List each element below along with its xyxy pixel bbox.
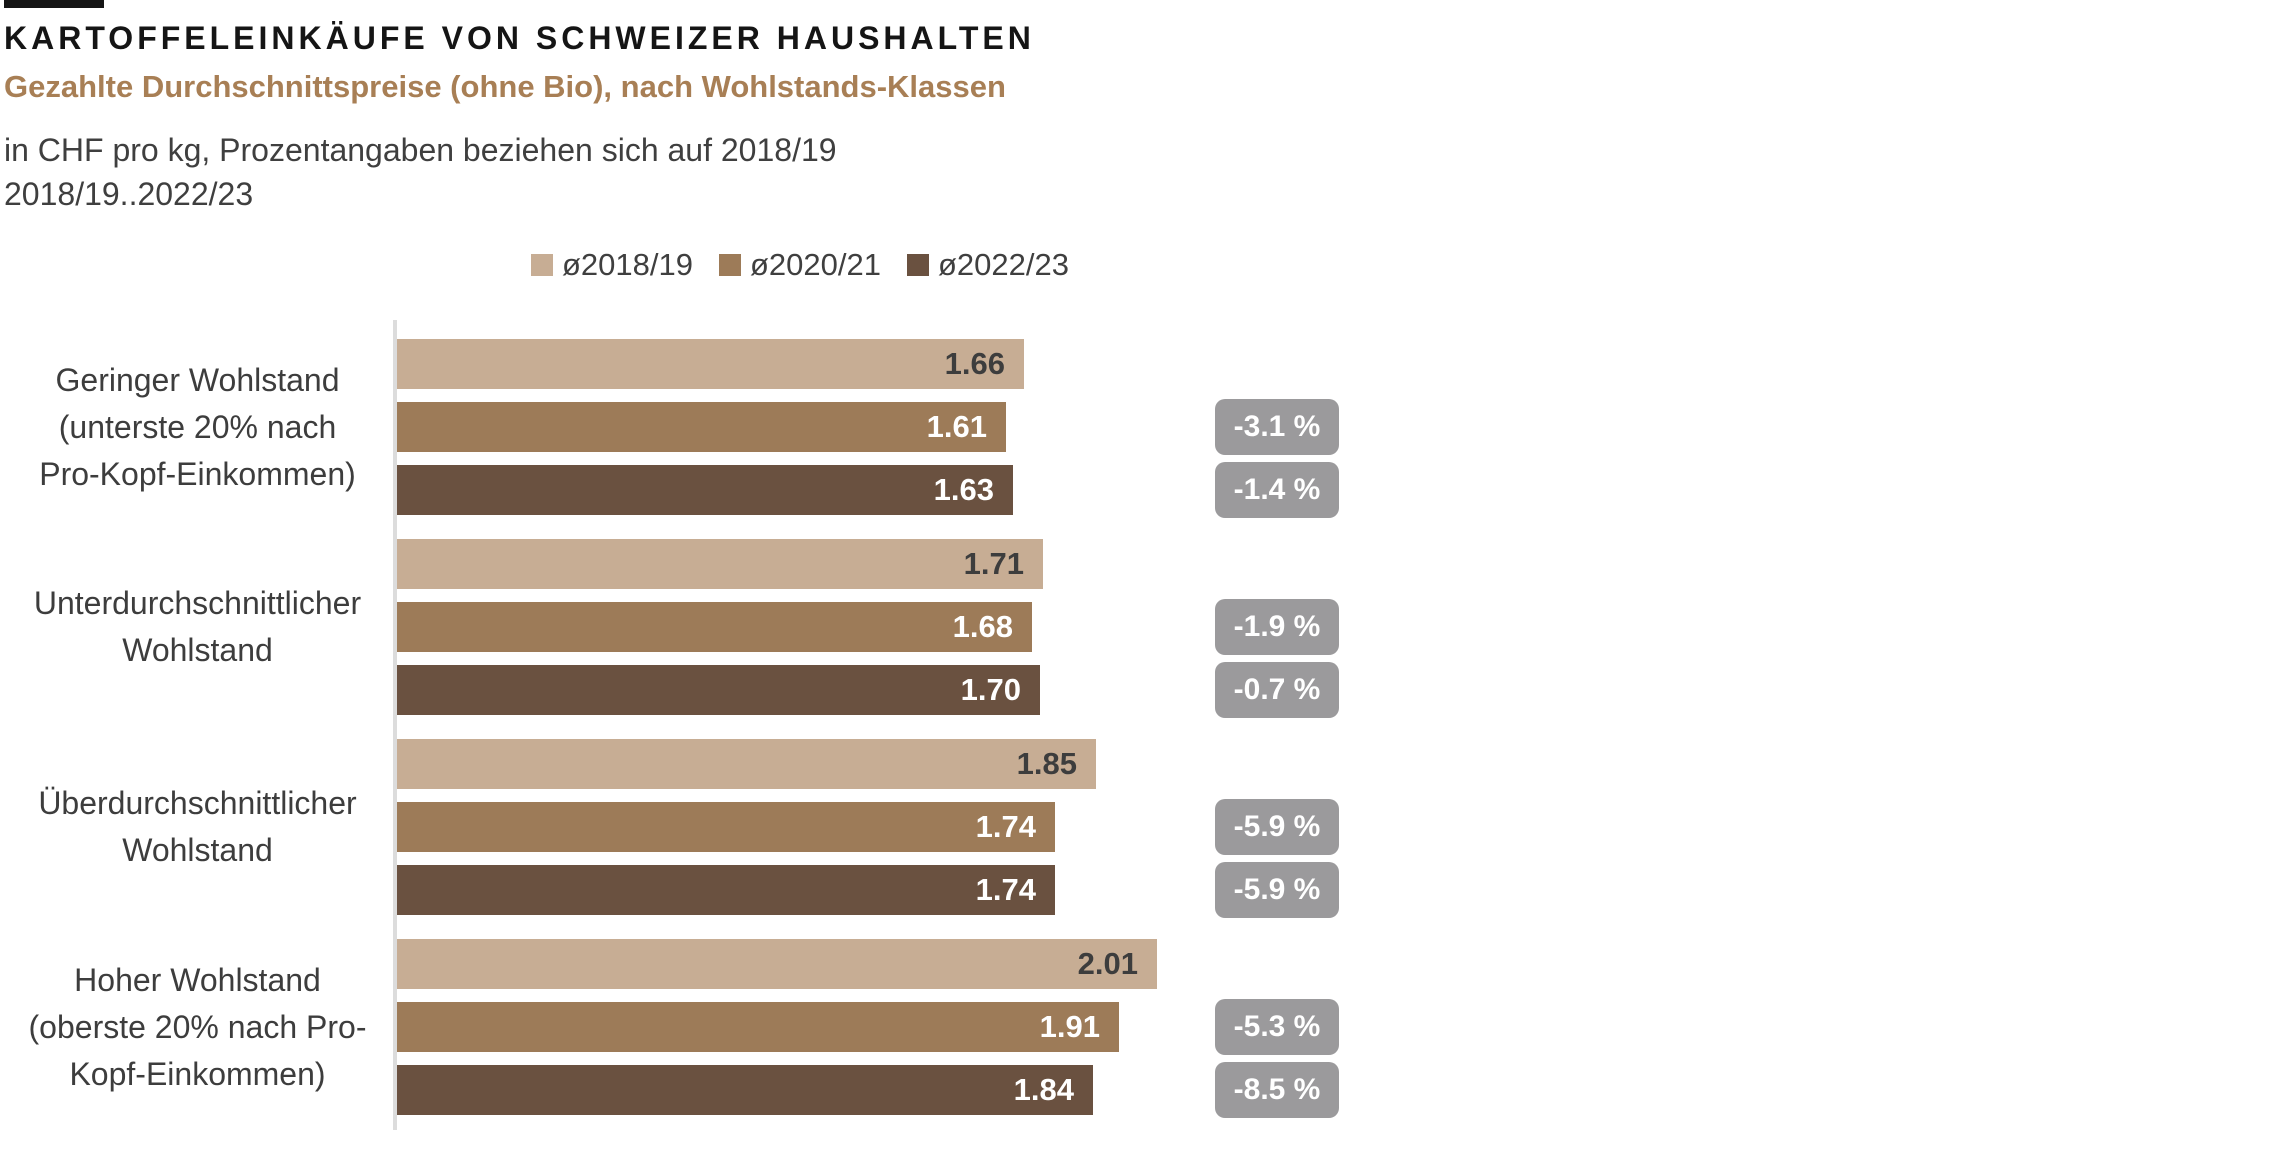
legend-swatch-2018-19-icon xyxy=(531,254,553,276)
pct-change-badge: -3.1 % xyxy=(1215,399,1339,455)
pct-change-badge: -5.3 % xyxy=(1215,999,1339,1055)
bar-2018-19: 1.66 xyxy=(397,339,1024,389)
bar-value-label: 1.63 xyxy=(933,472,994,507)
bar-2022-23: 1.84 xyxy=(397,1065,1093,1115)
bar-value-label: 1.74 xyxy=(975,809,1036,844)
legend-label: ø2022/23 xyxy=(938,247,1069,282)
value-axis-baseline xyxy=(393,320,397,1130)
category-label-line: Kopf-Einkommen) xyxy=(69,1055,326,1092)
bar-2018-19: 1.71 xyxy=(397,539,1043,589)
category-label: Überdurchschnittlicher Wohlstand xyxy=(0,739,395,915)
bar-value-label: 1.74 xyxy=(975,872,1036,907)
bar-value-label: 1.61 xyxy=(926,409,987,444)
bar-value-label: 1.85 xyxy=(1016,746,1077,781)
chart-legend: ø2018/19 ø2020/21 ø2022/23 xyxy=(400,245,1200,285)
bar-group: Hoher Wohlstand (oberste 20% nach Pro- Kop… xyxy=(0,939,2290,1118)
bar-value-label: 2.01 xyxy=(1077,946,1138,981)
legend-item-2018-19: ø2018/19 xyxy=(531,247,693,283)
bar-2022-23: 1.74 xyxy=(397,865,1055,915)
pct-change-badge: -0.7 % xyxy=(1215,662,1339,718)
category-label-line: Überdurchschnittlicher xyxy=(38,785,357,821)
page-subtitle: Gezahlte Durchschnittspreise (ohne Bio),… xyxy=(4,69,1006,104)
pct-change-badge: -5.9 % xyxy=(1215,862,1339,918)
category-label-line: Hoher Wohlstand xyxy=(74,961,321,998)
chart-note-line-2: 2018/19..2022/23 xyxy=(4,176,254,212)
bar-2020-21: 1.74 xyxy=(397,802,1055,852)
bar-2022-23: 1.63 xyxy=(397,465,1013,515)
bar-2020-21: 1.68 xyxy=(397,602,1032,652)
bar-2018-19: 2.01 xyxy=(397,939,1157,989)
bar-value-label: 1.68 xyxy=(952,609,1013,644)
legend-item-2020-21: ø2020/21 xyxy=(719,247,881,283)
bar-group: Überdurchschnittlicher Wohlstand 1.85 1.74 -… xyxy=(0,739,2290,918)
page-title: KARTOFFELEINKÄUFE VON SCHWEIZER HAUSHALT… xyxy=(4,20,1035,56)
bar-2020-21: 1.61 xyxy=(397,402,1006,452)
title-accent-bar xyxy=(4,0,104,8)
category-label-line: Pro-Kopf-Einkommen) xyxy=(39,455,356,492)
category-label-line: Geringer Wohlstand xyxy=(55,361,340,398)
category-label-line: Unterdurchschnittlicher xyxy=(33,585,362,621)
legend-label: ø2018/19 xyxy=(562,247,693,282)
legend-label: ø2020/21 xyxy=(750,247,881,282)
bar-group: Unterdurchschnittlicher Wohlstand 1.71 1.68… xyxy=(0,539,2290,718)
category-label: Hoher Wohlstand (oberste 20% nach Pro- Kop… xyxy=(0,939,395,1115)
bar-value-label: 1.91 xyxy=(1039,1009,1100,1044)
bar-value-label: 1.84 xyxy=(1013,1072,1074,1107)
chart-note-line-1: in CHF pro kg, Prozentangaben beziehen s… xyxy=(4,132,837,168)
bar-value-label: 1.66 xyxy=(944,346,1005,381)
pct-change-badge: -1.9 % xyxy=(1215,599,1339,655)
pct-change-badge: -8.5 % xyxy=(1215,1062,1339,1118)
pct-change-badge: -5.9 % xyxy=(1215,799,1339,855)
category-label-line: Wohlstand xyxy=(122,832,273,868)
pct-change-badge: -1.4 % xyxy=(1215,462,1339,518)
category-label-line: (unterste 20% nach xyxy=(58,408,337,445)
category-label-line: (oberste 20% nach Pro- xyxy=(28,1008,367,1045)
bar-2020-21: 1.91 xyxy=(397,1002,1119,1052)
legend-swatch-2022-23-icon xyxy=(907,254,929,276)
category-label: Geringer Wohlstand (unterste 20% nach Pro-… xyxy=(0,339,395,515)
legend-swatch-2020-21-icon xyxy=(719,254,741,276)
category-label: Unterdurchschnittlicher Wohlstand xyxy=(0,539,395,715)
bar-group: Geringer Wohlstand (unterste 20% nach Pro-… xyxy=(0,339,2290,518)
bar-value-label: 1.70 xyxy=(960,672,1021,707)
bar-2018-19: 1.85 xyxy=(397,739,1096,789)
category-label-line: Wohlstand xyxy=(122,632,273,668)
bar-2022-23: 1.70 xyxy=(397,665,1040,715)
bar-value-label: 1.71 xyxy=(963,546,1024,581)
legend-item-2022-23: ø2022/23 xyxy=(907,247,1069,283)
